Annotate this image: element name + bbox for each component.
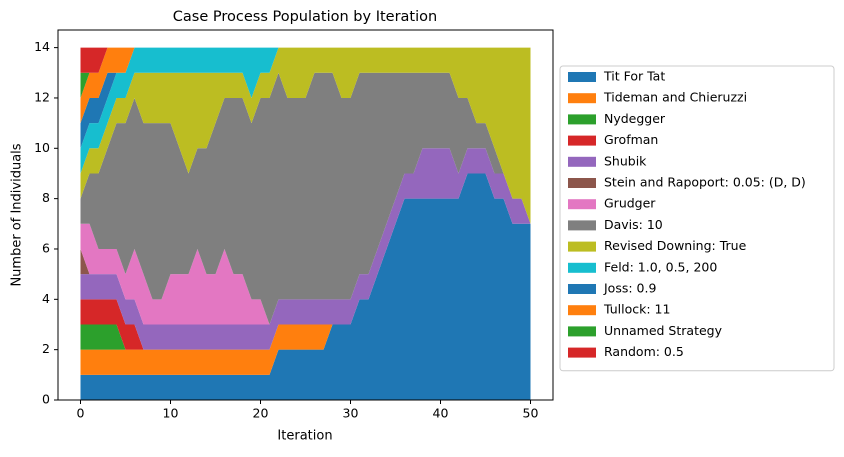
x-tick-label: 40 bbox=[433, 406, 449, 421]
legend-swatch bbox=[568, 241, 596, 252]
legend-swatch bbox=[568, 326, 596, 337]
legend-swatch bbox=[568, 156, 596, 167]
area bbox=[80, 173, 531, 375]
x-tick-label: 50 bbox=[523, 406, 539, 421]
legend-label: Revised Downing: True bbox=[604, 238, 747, 253]
legend-swatch bbox=[568, 178, 596, 188]
area bbox=[80, 47, 531, 124]
x-tick-label: 0 bbox=[77, 406, 85, 421]
x-axis-label: Iteration bbox=[277, 429, 332, 444]
legend-swatch bbox=[568, 220, 596, 231]
legend-label: Feld: 1.0, 0.5, 200 bbox=[604, 259, 717, 274]
area bbox=[80, 72, 531, 325]
legend-label: Tideman and Chieruzzi bbox=[603, 90, 747, 105]
legend-label: Random: 0.5 bbox=[604, 344, 684, 359]
legend-swatch bbox=[568, 347, 596, 358]
legend-label: Davis: 10 bbox=[604, 217, 663, 232]
legend-label: Stein and Rapoport: 0.05: (D, D) bbox=[604, 175, 806, 190]
y-tick-label: 2 bbox=[42, 341, 50, 356]
area bbox=[80, 47, 531, 224]
legend-swatch bbox=[568, 199, 596, 210]
y-axis-label: Number of Individuals bbox=[10, 143, 25, 286]
legend-box bbox=[559, 65, 835, 372]
legend-label: Grofman bbox=[604, 132, 658, 147]
y-tick-label: 6 bbox=[42, 240, 50, 255]
x-tick-label: 20 bbox=[253, 406, 269, 421]
legend-label: Tullock: 11 bbox=[603, 302, 670, 317]
area bbox=[80, 148, 531, 325]
y-tick-label: 12 bbox=[34, 89, 50, 104]
y-tick-label: 14 bbox=[34, 39, 50, 54]
legend-label: Tit For Tat bbox=[603, 69, 665, 84]
chart-title: Case Process Population by Iteration bbox=[173, 9, 437, 25]
x-tick-label: 10 bbox=[163, 406, 179, 421]
area bbox=[80, 173, 531, 350]
y-tick-label: 10 bbox=[34, 140, 50, 155]
legend-label: Nydegger bbox=[604, 111, 666, 126]
legend-swatch bbox=[568, 284, 596, 294]
legend-swatch bbox=[568, 305, 596, 316]
area bbox=[80, 173, 531, 400]
legend-label: Shubik bbox=[604, 153, 647, 168]
legend-swatch bbox=[568, 114, 596, 125]
legend-swatch bbox=[568, 262, 596, 273]
y-tick-label: 8 bbox=[42, 190, 50, 205]
plot-frame bbox=[57, 29, 554, 401]
legend-swatch bbox=[568, 93, 596, 104]
area bbox=[80, 148, 531, 350]
legend-label: Grudger bbox=[604, 196, 656, 211]
y-tick-label: 4 bbox=[42, 291, 50, 306]
x-tick-label: 30 bbox=[343, 406, 359, 421]
legend-swatch bbox=[568, 135, 596, 146]
legend-label: Joss: 0.9 bbox=[603, 281, 656, 296]
legend-label: Unnamed Strategy bbox=[604, 323, 723, 338]
legend-swatch bbox=[568, 72, 596, 82]
y-tick-label: 0 bbox=[42, 392, 50, 407]
